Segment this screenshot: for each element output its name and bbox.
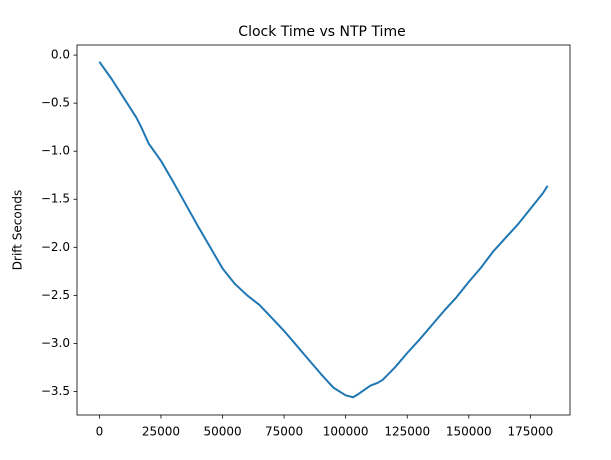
y-tick-label: −2.5	[41, 288, 70, 302]
data-line	[98, 61, 549, 399]
x-tick-label: 50000	[203, 425, 241, 439]
y-tick-label: 0.0	[51, 48, 70, 62]
y-tick-label: −3.5	[41, 384, 70, 398]
x-tick-label: 100000	[323, 425, 369, 439]
x-tick-label: 150000	[446, 425, 492, 439]
x-tick-label: 75000	[265, 425, 303, 439]
x-tick-label: 175000	[507, 425, 553, 439]
y-tick-label: −1.5	[41, 192, 70, 206]
y-tick-label: −3.0	[41, 336, 70, 350]
y-tick-label: −0.5	[41, 96, 70, 110]
x-tick-label: 0	[96, 425, 104, 439]
chart-title: Clock Time vs NTP Time	[238, 24, 405, 40]
y-tick-label: −1.0	[41, 144, 70, 158]
x-tick-label: 125000	[384, 425, 430, 439]
y-axis-label: Drift Seconds	[11, 190, 25, 270]
plot-frame	[76, 44, 571, 416]
y-tick-label: −2.0	[41, 240, 70, 254]
x-tick-label: 25000	[142, 425, 180, 439]
